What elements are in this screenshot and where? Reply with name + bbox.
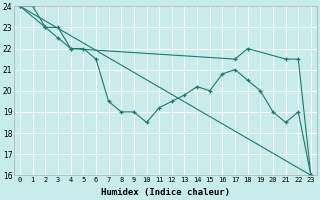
X-axis label: Humidex (Indice chaleur): Humidex (Indice chaleur) — [101, 188, 230, 197]
